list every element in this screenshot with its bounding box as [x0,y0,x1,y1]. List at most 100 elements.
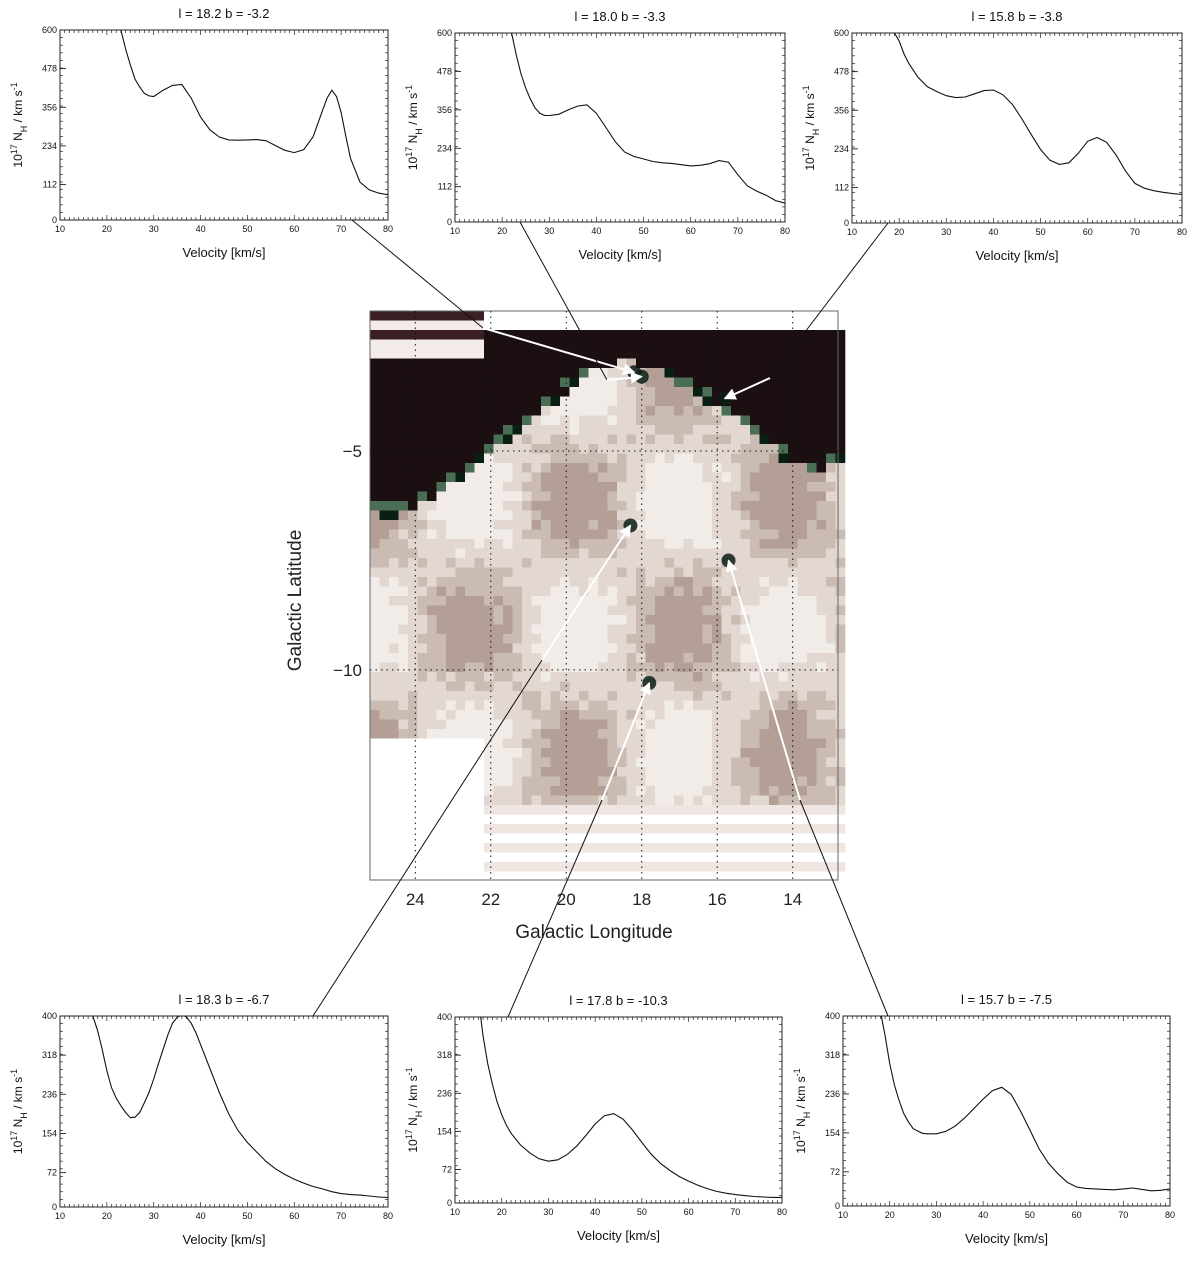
map-pixel [417,567,428,578]
map-pixel [503,482,513,492]
map-pixel [683,624,694,635]
map-pixel [807,795,817,806]
map-pixel [579,472,589,483]
map-pixel [617,710,627,720]
map-pixel [702,871,713,882]
map-pixel [617,643,627,654]
map-pixel [617,339,627,350]
map-pixel [503,434,513,445]
map-pixel [626,425,637,435]
map-pixel [607,634,618,644]
map-pixel [769,615,779,625]
map-pixel [579,339,589,350]
map-pixel [389,748,399,758]
map-pixel [655,710,665,720]
x-tick-label: 70 [733,226,743,236]
pointer-arrow-6 [725,559,801,801]
map-pixel [683,358,694,369]
map-pixel [455,463,466,473]
map-pixel [617,472,627,483]
map-pixel [740,653,751,663]
map-pixel [465,615,475,625]
map-pixel [778,425,789,435]
map-pixel [427,814,437,825]
map-pixel [446,368,456,378]
map-pixel [674,776,684,787]
map-pixel [531,358,542,369]
map-pixel [417,786,428,796]
map-pixel [484,757,494,768]
map-pixel [626,567,637,578]
y-tick-label: 72 [442,1165,452,1175]
map-pixel [417,558,428,568]
map-pixel [664,472,675,483]
map-pixel [636,453,646,464]
map-pixel [455,425,466,435]
map-pixel [370,491,380,502]
map-pixel [417,681,428,692]
map-pixel [598,738,608,749]
map-pixel [446,653,456,663]
map-pixel [636,662,646,673]
map-pixel [607,368,618,378]
y-tick-label: 154 [42,1128,57,1138]
map-pixel [835,757,846,768]
map-pixel [816,406,827,416]
map-pixel [759,776,770,787]
map-pixel [731,691,741,701]
map-pixel [750,662,760,673]
map-pixel [541,586,551,597]
map-pixel [598,596,608,606]
map-pixel [560,596,570,606]
map-pixel [835,748,846,758]
map-pixel [398,463,409,473]
map-pixel [541,434,551,445]
map-pixel [389,814,399,825]
map-pixel [731,311,741,321]
map-pixel [446,643,456,654]
map-pixel [474,596,485,606]
map-pixel [408,795,418,806]
map-pixel [408,700,418,711]
map-pixel [607,320,618,331]
map-pixel [693,330,703,340]
map-pixel [569,520,580,530]
map-pixel [484,748,494,758]
map-pixel [645,501,656,511]
map-pixel [474,377,485,388]
map-pixel [436,463,447,473]
map-pixel [474,482,485,492]
map-pixel [636,852,646,863]
map-pixel [408,472,418,483]
map-pixel [465,710,475,720]
map-pixel [626,358,637,369]
map-pixel [560,368,570,378]
map-pixel [797,738,808,749]
map-pixel [474,510,485,521]
map-pixel [693,662,703,673]
map-pixel [664,482,675,492]
map-pixel [465,529,475,540]
map-pixel [588,491,599,502]
map-pixel [807,862,817,872]
map-pixel [579,406,589,416]
map-frame [369,310,839,881]
map-pixel [750,520,760,530]
panel-title: l = 15.7 b = -7.5 [961,992,1052,1007]
map-pixel [826,710,836,720]
map-pixel [484,643,494,654]
map-pixel [750,710,760,720]
map-pixel [778,501,789,511]
map-pixel [579,852,589,863]
map-pixel [417,520,428,530]
map-pixel [693,634,703,644]
map-pixel [797,719,808,730]
map-pixel [569,339,580,350]
series-line [511,33,785,204]
map-pixel [389,482,399,492]
map-pixel [408,814,418,825]
map-pixel [778,415,789,426]
map-pixel [750,833,760,844]
map-pixel [512,586,523,597]
